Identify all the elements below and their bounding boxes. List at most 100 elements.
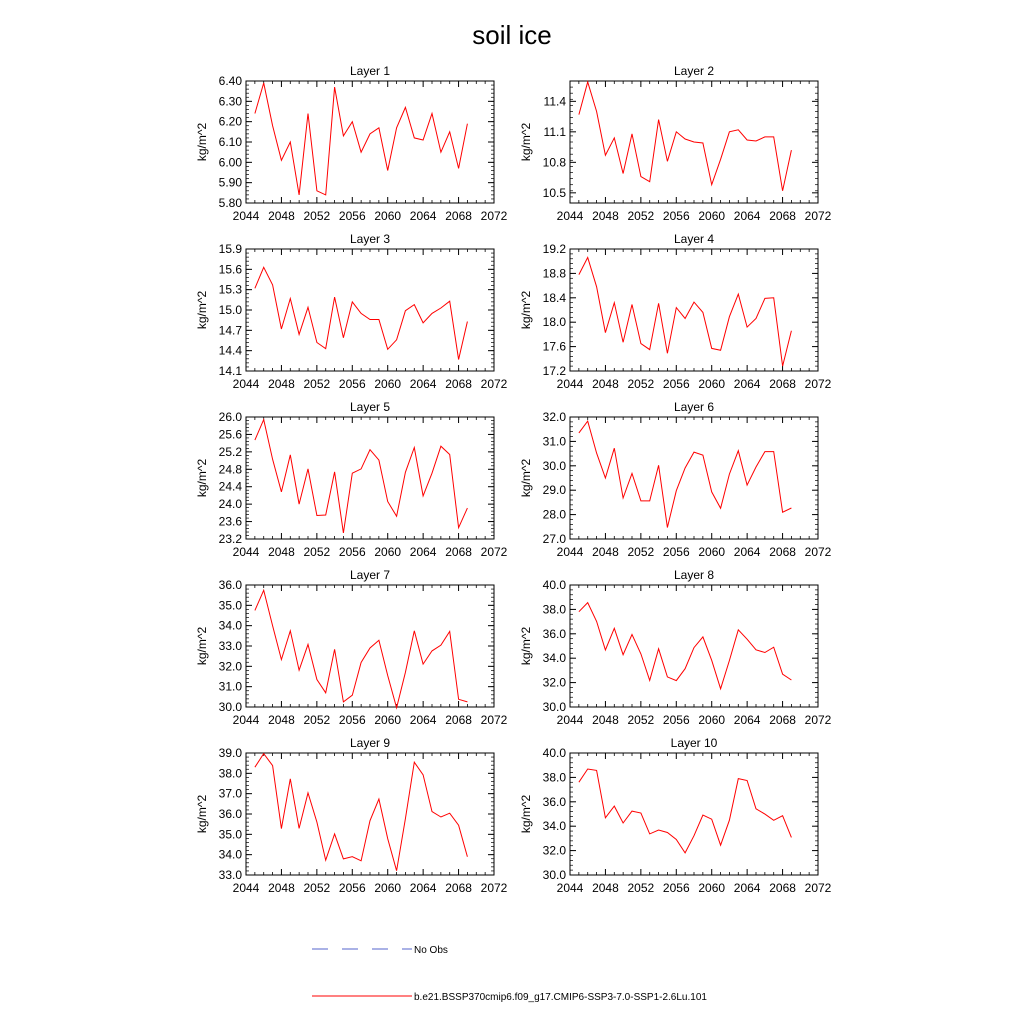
chart-panel-layer-4: Layer 4 2044 2048 2052 2056 2060 2064 2068 2072 1… [519,232,832,391]
panel-title: Layer 10 [671,736,718,750]
y-tick-label: 32.0 [543,844,567,858]
x-tick-label: 2056 [663,209,690,223]
x-tick-label: 2048 [268,209,295,223]
series-line [254,588,468,710]
panel-title: Layer 7 [350,568,390,582]
y-tick-label: 36.0 [219,578,243,592]
panel-title: Layer 3 [350,232,390,246]
y-tick-label: 15.9 [219,242,243,256]
panel-title: Layer 8 [674,568,714,582]
y-tick-label: 6.20 [219,115,243,129]
x-tick-label: 2056 [339,545,366,559]
x-tick-label: 2056 [663,545,690,559]
y-tick-label: 29.0 [543,483,567,497]
x-tick-label: 2060 [374,881,401,895]
x-tick-label: 2068 [769,545,796,559]
chart-panel-layer-6: Layer 6 2044 2048 2052 2056 2060 2064 2068 2072 2… [519,400,832,559]
x-tick-label: 2064 [734,545,761,559]
y-tick-label: 25.2 [219,445,243,459]
chart-panel-layer-7: Layer 7 2044 2048 2052 2056 2060 2064 2068 2072 3… [195,568,508,727]
x-tick-label: 2048 [592,713,619,727]
y-tick-label: 24.4 [219,480,243,494]
y-tick-label: 39.0 [219,746,243,760]
plot-frame [245,80,495,204]
x-tick-label: 2048 [268,881,295,895]
y-tick-label: 25.6 [219,427,243,441]
x-tick-label: 2068 [445,377,472,391]
y-tick-label: 5.90 [219,176,243,190]
x-tick-label: 2056 [339,209,366,223]
plot-frame [569,416,819,540]
chart-panel-layer-5: Layer 5 2044 2048 2052 2056 2060 2064 2068 2072 2… [195,400,508,559]
x-tick-label: 2072 [481,881,508,895]
x-tick-label: 2044 [557,545,584,559]
panel-title: Layer 6 [674,400,714,414]
y-tick-label: 10.8 [543,155,567,169]
x-tick-label: 2064 [410,209,437,223]
y-tick-label: 6.00 [219,155,243,169]
y-axis-label: kg/m^2 [519,459,533,498]
x-tick-label: 2056 [663,713,690,727]
y-axis-label: kg/m^2 [195,291,209,330]
series-line [578,80,792,191]
x-tick-label: 2064 [734,713,761,727]
plot-frame [569,752,819,876]
x-tick-label: 2068 [769,713,796,727]
x-tick-label: 2056 [663,881,690,895]
y-tick-label: 14.4 [219,344,243,358]
x-tick-label: 2060 [374,713,401,727]
series-line [578,601,792,691]
series-line [578,256,792,367]
y-tick-label: 23.6 [219,515,243,529]
x-tick-label: 2052 [628,545,655,559]
y-axis-label: kg/m^2 [519,627,533,666]
y-tick-label: 17.2 [543,364,567,378]
y-tick-label: 30.0 [543,868,567,882]
figure-title: soil ice [472,20,551,50]
chart-panel-layer-3: Layer 3 2044 2048 2052 2056 2060 2064 2068 2072 1… [195,232,508,391]
x-tick-label: 2068 [445,209,472,223]
y-tick-label: 15.6 [219,262,243,276]
chart-panel-layer-8: Layer 8 2044 2048 2052 2056 2060 2064 2068 2072 3… [519,568,832,727]
y-axis-label: kg/m^2 [519,795,533,834]
y-tick-label: 37.0 [219,787,243,801]
legend-label: b.e21.BSSP370cmip6.f09_g17.CMIP6-SSP3-7.… [414,992,707,1003]
x-tick-label: 2056 [663,377,690,391]
x-tick-label: 2064 [410,881,437,895]
y-tick-label: 28.0 [543,508,567,522]
y-tick-label: 11.1 [544,125,567,139]
x-tick-label: 2044 [233,881,260,895]
x-tick-label: 2068 [445,545,472,559]
x-tick-label: 2064 [410,377,437,391]
x-tick-label: 2072 [805,377,832,391]
x-tick-label: 2044 [557,881,584,895]
layer-panels: Layer 1 2044 2048 2052 2056 2060 2064 2068 2072 5… [195,64,832,895]
x-tick-label: 2072 [805,713,832,727]
x-tick-label: 2072 [805,881,832,895]
y-tick-label: 11.4 [544,94,567,108]
x-tick-label: 2044 [233,209,260,223]
y-tick-label: 31.0 [543,434,567,448]
x-tick-label: 2044 [233,545,260,559]
x-tick-label: 2060 [374,545,401,559]
y-tick-label: 38.0 [543,602,567,616]
x-tick-label: 2044 [233,377,260,391]
x-tick-label: 2064 [734,377,761,391]
x-tick-label: 2048 [592,209,619,223]
x-tick-label: 2068 [445,713,472,727]
legend-entry-model-run: b.e21.BSSP370cmip6.f09_g17.CMIP6-SSP3-7.… [312,992,707,1003]
y-tick-label: 5.80 [219,196,243,210]
x-tick-label: 2060 [374,377,401,391]
y-tick-label: 18.0 [543,315,567,329]
chart-panel-layer-1: Layer 1 2044 2048 2052 2056 2060 2064 2068 2072 5… [195,64,508,223]
x-tick-label: 2072 [481,209,508,223]
x-tick-label: 2060 [698,545,725,559]
x-tick-label: 2052 [304,545,331,559]
x-tick-label: 2048 [592,545,619,559]
y-tick-label: 38.0 [543,770,567,784]
x-tick-label: 2060 [698,209,725,223]
y-tick-label: 6.10 [219,135,243,149]
x-tick-label: 2056 [339,881,366,895]
x-tick-label: 2060 [374,209,401,223]
